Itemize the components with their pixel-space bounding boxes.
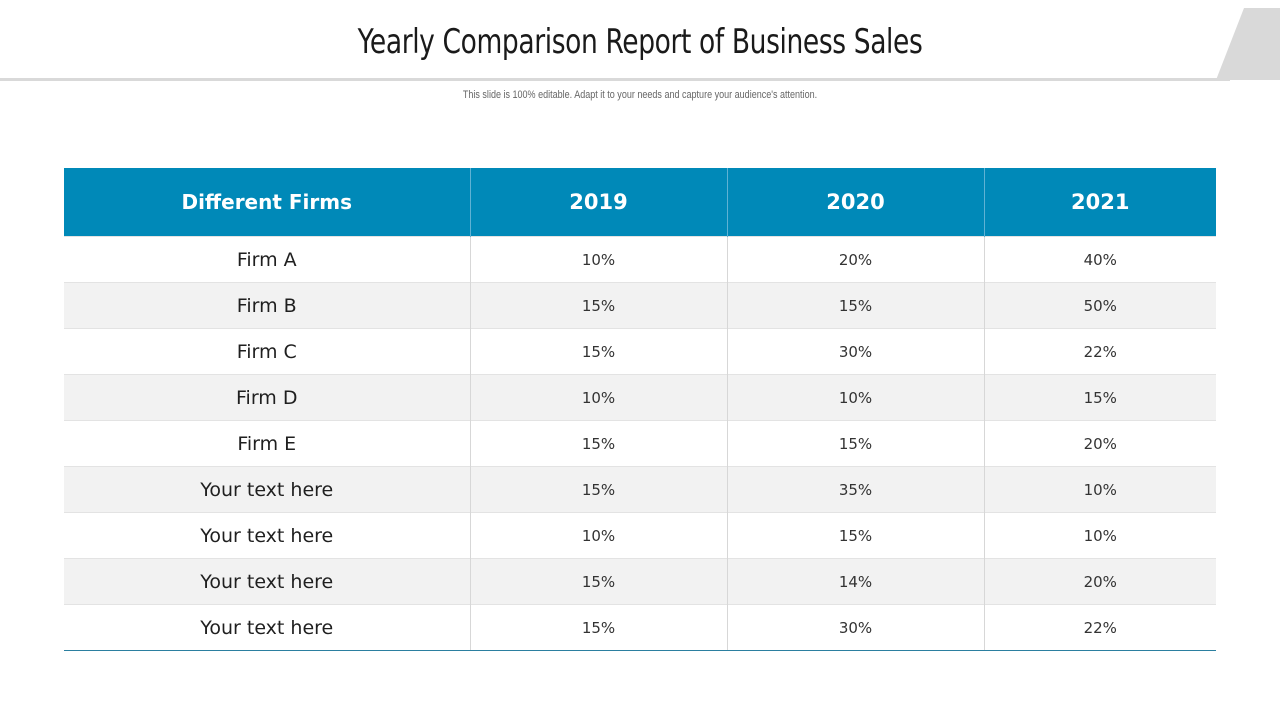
header-different-firms: Different Firms (64, 168, 470, 237)
value-cell-2020: 15% (726, 512, 984, 559)
sales-comparison-table: Different Firms 2019 2020 2021 Firm A 10… (64, 168, 1216, 651)
firm-name-cell: Firm C (64, 328, 470, 375)
value-cell-2020: 15% (726, 420, 984, 467)
table-row: Your text here 10% 15% 10% (64, 512, 1216, 559)
table-row: Firm E 15% 15% 20% (64, 420, 1216, 467)
value-cell-2021: 20% (983, 420, 1216, 467)
firm-name-cell: Firm B (64, 282, 470, 329)
header-2019: 2019 (469, 168, 727, 237)
value-cell-2019: 15% (469, 604, 727, 651)
slide-subtitle: This slide is 100% editable. Adapt it to… (462, 89, 818, 101)
value-cell-2019: 15% (469, 420, 727, 467)
value-cell-2019: 10% (469, 512, 727, 559)
table-row: Firm C 15% 30% 22% (64, 328, 1216, 375)
value-cell-2021: 50% (983, 282, 1216, 329)
decorative-corner-tab (1216, 8, 1280, 80)
firm-name-cell: Firm D (64, 374, 470, 421)
value-cell-2021: 15% (983, 374, 1216, 421)
firm-name-cell: Your text here (64, 558, 470, 605)
table-row: Your text here 15% 14% 20% (64, 558, 1216, 605)
firm-name-cell: Your text here (64, 466, 470, 513)
firm-name-cell: Firm A (64, 236, 470, 283)
value-cell-2019: 10% (469, 374, 727, 421)
value-cell-2020: 20% (726, 236, 984, 283)
value-cell-2020: 14% (726, 558, 984, 605)
slide-title: Yearly Comparison Report of Business Sal… (357, 22, 923, 62)
firm-name-cell: Firm E (64, 420, 470, 467)
firm-name-cell: Your text here (64, 604, 470, 651)
table-row: Firm B 15% 15% 50% (64, 282, 1216, 329)
value-cell-2021: 10% (983, 512, 1216, 559)
header-2020: 2020 (726, 168, 984, 237)
value-cell-2021: 22% (983, 604, 1216, 651)
value-cell-2019: 15% (469, 282, 727, 329)
table-row: Firm A 10% 20% 40% (64, 236, 1216, 283)
value-cell-2020: 30% (726, 604, 984, 651)
value-cell-2020: 35% (726, 466, 984, 513)
value-cell-2020: 10% (726, 374, 984, 421)
value-cell-2019: 15% (469, 328, 727, 375)
value-cell-2020: 15% (726, 282, 984, 329)
title-divider (0, 78, 1230, 81)
value-cell-2021: 10% (983, 466, 1216, 513)
value-cell-2019: 10% (469, 236, 727, 283)
table-row: Firm D 10% 10% 15% (64, 374, 1216, 421)
value-cell-2021: 20% (983, 558, 1216, 605)
firm-name-cell: Your text here (64, 512, 470, 559)
value-cell-2021: 40% (983, 236, 1216, 283)
value-cell-2020: 30% (726, 328, 984, 375)
table-row: Your text here 15% 30% 22% (64, 604, 1216, 651)
table-row: Your text here 15% 35% 10% (64, 466, 1216, 513)
value-cell-2019: 15% (469, 558, 727, 605)
header-2021: 2021 (983, 168, 1216, 237)
value-cell-2019: 15% (469, 466, 727, 513)
table-header-row: Different Firms 2019 2020 2021 (64, 168, 1216, 237)
value-cell-2021: 22% (983, 328, 1216, 375)
